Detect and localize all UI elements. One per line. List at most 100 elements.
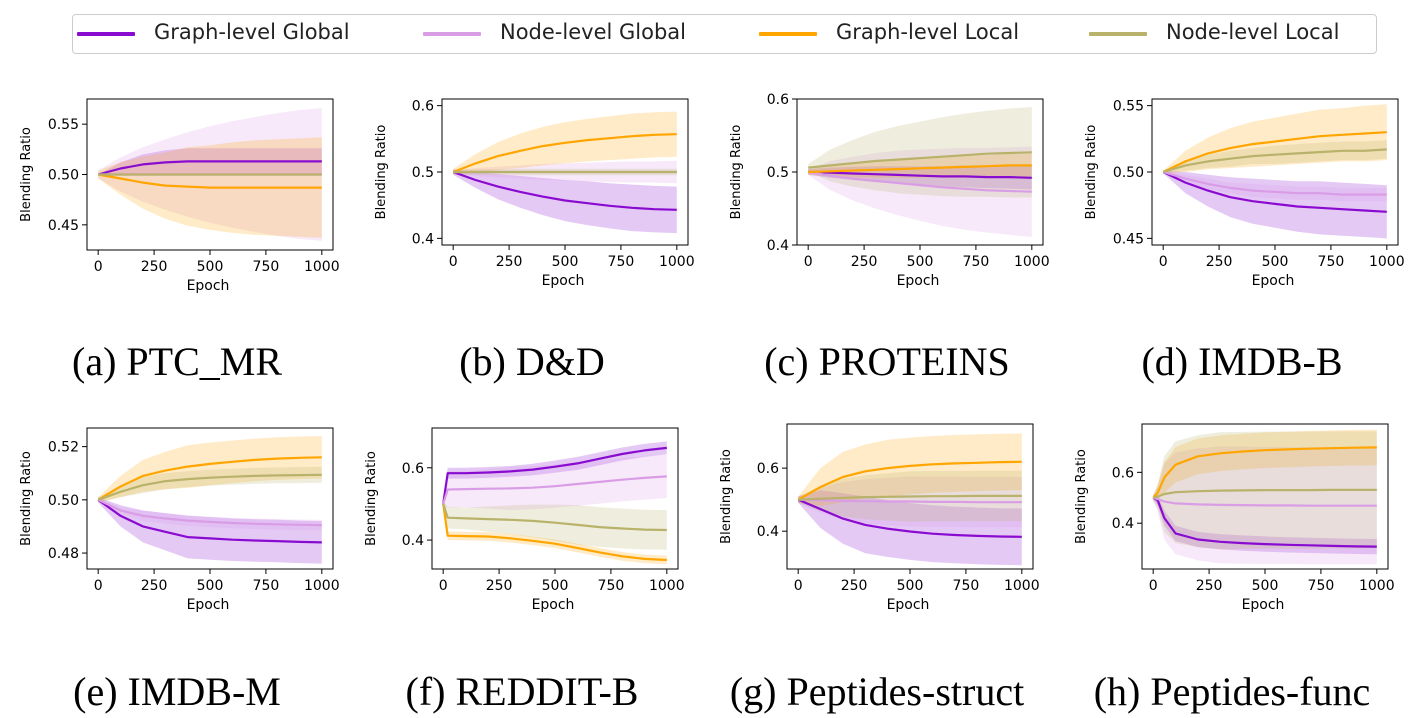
y-tick-label: 0.50 [48, 493, 79, 509]
y-tick-label: 0.6 [767, 92, 789, 108]
band-graph-level-global [798, 490, 1022, 566]
x-tick-label: 0 [1159, 254, 1168, 270]
legend-swatch [77, 32, 135, 36]
x-axis-label: Epoch [887, 597, 930, 613]
chart-panel: 0 250 500 750 1000 0.48 0.50 0.52 Epoch Blending … [19, 427, 340, 613]
x-axis-label: Epoch [1252, 273, 1295, 289]
band-graph-level-local [798, 433, 1022, 506]
series-lines [1152, 446, 1377, 548]
line-node-level-global [442, 475, 667, 505]
x-tick-label: 250 [1196, 578, 1223, 594]
x-tick-label: 500 [897, 578, 924, 594]
band-graph-level-global [443, 441, 667, 508]
subfigure-caption: (g) Peptides-struct [729, 669, 1025, 714]
line-graph-level-global [97, 498, 322, 544]
x-tick-label: 750 [608, 254, 635, 270]
x-tick-label: 500 [907, 254, 934, 270]
y-axis-label: Blending Ratio [1084, 125, 1099, 220]
y-tick-label: 0.4 [402, 533, 424, 549]
confidence-bands [808, 107, 1032, 237]
series-lines [97, 160, 322, 189]
band-node-level-local [1163, 140, 1387, 174]
confidence-bands [798, 433, 1022, 566]
y-tick-label: 0.45 [1113, 231, 1144, 247]
x-axis-label: Epoch [542, 273, 585, 289]
plot-svg: 0 250 500 750 1000 0.45 0.50 0.55 Epoch Blending … [1084, 98, 1405, 289]
subfigure-caption: (d) IMDB-B [1141, 339, 1343, 384]
y-tick-label: 0.48 [48, 546, 79, 562]
x-tick-label: 750 [253, 259, 280, 275]
chart-panel: 0 250 500 750 1000 0.4 0.6 Epoch Blending Ratio [719, 423, 1040, 613]
line-node-level-local [442, 503, 667, 532]
x-tick-label: 250 [486, 578, 513, 594]
x-axis-label: Epoch [532, 597, 575, 613]
y-axis-label: Blending Ratio [364, 451, 379, 546]
y-tick-label: 0.55 [1113, 99, 1144, 115]
x-tick-label: 750 [953, 578, 980, 594]
y-tick-label: 0.4 [757, 524, 779, 540]
confidence-bands [98, 436, 322, 564]
x-tick-label: 1000 [659, 254, 695, 270]
confidence-bands [443, 441, 667, 565]
x-axis-label: Epoch [1242, 597, 1285, 613]
plot-svg: 0 250 500 750 1000 0.4 0.6 Epoch Blending Ratio [719, 423, 1040, 613]
x-tick-label: 0 [94, 259, 103, 275]
band-graph-level-local [1153, 429, 1377, 501]
chart-panel: 0 250 500 750 1000 0.4 0.6 Epoch Blending Ratio [1074, 423, 1395, 613]
line-graph-level-global [808, 170, 1032, 179]
confidence-bands [1163, 104, 1387, 239]
subfigure-caption: (f) REDDIT-B [405, 669, 639, 714]
x-tick-label: 500 [1262, 254, 1289, 270]
legend-label: Node-level Global [500, 20, 686, 44]
band-node-level-local [808, 107, 1032, 198]
x-tick-label: 1000 [304, 259, 340, 275]
band-node-level-local [443, 500, 667, 550]
line-node-level-global [97, 498, 322, 527]
series-lines [797, 460, 1022, 538]
chart-panel: 0 250 500 750 1000 0.4 0.6 Epoch Blending Ratio [364, 427, 685, 613]
line-node-level-local [1162, 148, 1387, 174]
line-node-level-global [1162, 170, 1387, 196]
line-graph-level-local [1162, 131, 1387, 173]
x-tick-label: 0 [804, 254, 813, 270]
series-lines [452, 133, 677, 211]
x-axis-label: Epoch [187, 278, 230, 294]
line-graph-level-global [1152, 496, 1377, 548]
y-tick-label: 0.45 [48, 218, 79, 234]
band-graph-level-local [98, 436, 322, 503]
y-tick-label: 0.4 [1112, 516, 1134, 532]
legend-swatch [759, 32, 817, 36]
line-graph-level-local [98, 173, 322, 189]
band-graph-level-local [808, 153, 1032, 178]
chart-panel: 0 250 500 750 1000 0.4 0.5 0.6 Epoch Blending Rat… [374, 98, 695, 289]
y-tick-label: 0.50 [48, 168, 79, 184]
chart-panel: 0 250 500 750 1000 0.45 0.50 0.55 Epoch Blending … [1084, 98, 1405, 289]
x-tick-label: 750 [598, 578, 625, 594]
x-tick-label: 1000 [649, 578, 685, 594]
series-lines [442, 446, 667, 562]
line-graph-level-local [797, 460, 1022, 501]
line-graph-level-global [452, 170, 677, 211]
y-tick-label: 0.5 [412, 165, 434, 181]
x-tick-label: 500 [542, 578, 569, 594]
chart-panel: 0 250 500 750 1000 0.45 0.50 0.55 Epoch Blending … [19, 98, 340, 294]
line-graph-level-local [97, 456, 322, 501]
x-tick-label: 500 [197, 259, 224, 275]
line-node-level-global [808, 170, 1032, 193]
band-graph-level-global [808, 165, 1032, 190]
x-tick-label: 250 [141, 259, 168, 275]
line-graph-level-global [797, 498, 1022, 538]
x-tick-label: 1000 [1004, 578, 1040, 594]
y-axis-label: Blending Ratio [729, 125, 744, 220]
x-tick-label: 750 [1308, 578, 1335, 594]
line-graph-level-global [1162, 171, 1387, 213]
series-lines [808, 151, 1032, 193]
y-tick-label: 0.6 [402, 461, 424, 477]
x-tick-label: 1000 [304, 578, 340, 594]
x-tick-label: 0 [439, 578, 448, 594]
x-tick-label: 250 [141, 578, 168, 594]
line-node-level-local [1152, 488, 1377, 499]
legend: Graph-level Global Node-level Global Gra… [72, 14, 1377, 54]
y-axis-label: Blending Ratio [1074, 449, 1089, 544]
band-graph-level-global [1153, 495, 1377, 555]
